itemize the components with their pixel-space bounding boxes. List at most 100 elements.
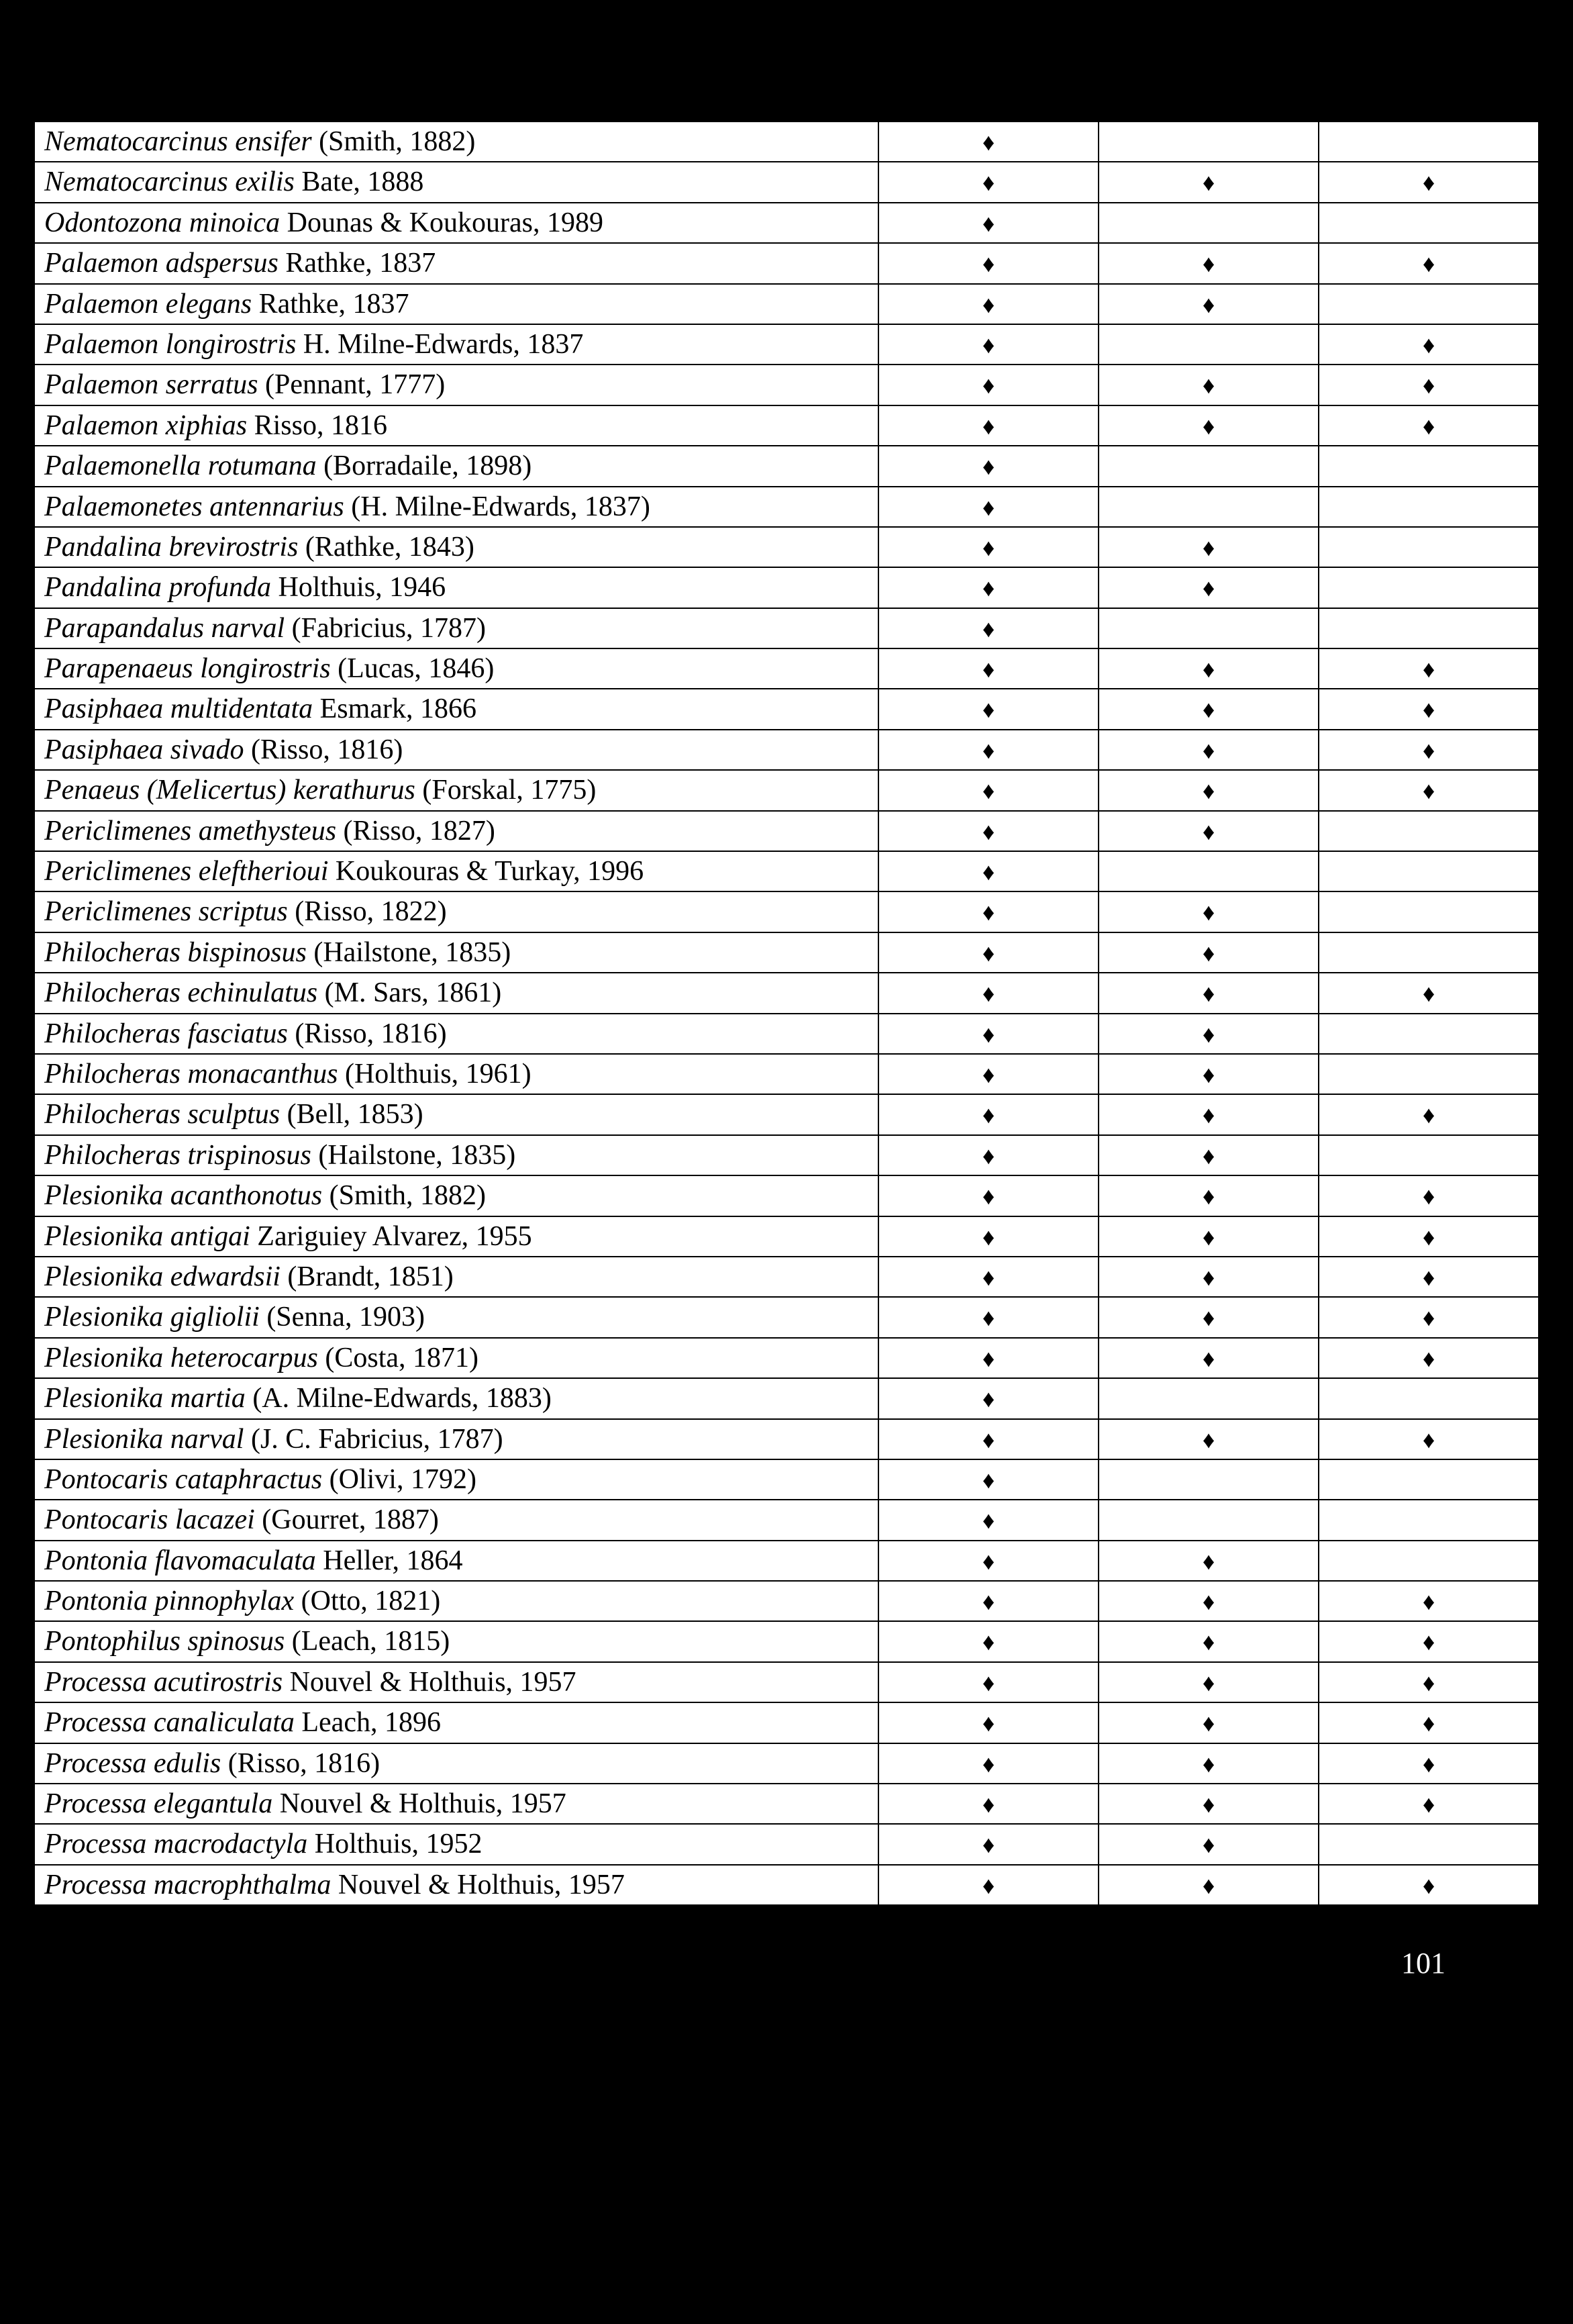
table-row: Philocheras bispinosus (Hailstone, 1835)… [34, 932, 1539, 973]
table-row: Processa edulis (Risso, 1816)♦♦♦ [34, 1743, 1539, 1784]
species-authority: (Senna, 1903) [260, 1302, 425, 1333]
diamond-icon: ♦ [982, 696, 995, 723]
diamond-icon: ♦ [982, 1143, 995, 1169]
species-name-cell: Plesionika antigai Zariguiey Alvarez, 19… [34, 1216, 878, 1257]
species-name-cell: Philocheras trispinosus (Hailstone, 1835… [34, 1135, 878, 1175]
species-scientific-name: Processa macrodactyla [44, 1829, 307, 1859]
diamond-icon: ♦ [982, 1304, 995, 1331]
diamond-icon: ♦ [982, 575, 995, 601]
presence-cell-3 [1319, 1459, 1539, 1500]
presence-cell-1: ♦ [878, 648, 1099, 689]
presence-cell-2: ♦ [1099, 1094, 1319, 1134]
species-scientific-name: Nematocarcinus ensifer [44, 126, 312, 157]
presence-cell-3: ♦ [1319, 324, 1539, 365]
diamond-icon: ♦ [982, 1467, 995, 1494]
diamond-icon: ♦ [982, 1345, 995, 1372]
table-row: Palaemonella rotumana (Borradaile, 1898)… [34, 446, 1539, 486]
table-row: Processa elegantula Nouvel & Holthuis, 1… [34, 1784, 1539, 1824]
diamond-icon: ♦ [982, 1710, 995, 1737]
diamond-icon: ♦ [1203, 1751, 1215, 1778]
species-name-cell: Plesionika gigliolii (Senna, 1903) [34, 1297, 878, 1337]
presence-cell-3 [1319, 891, 1539, 932]
species-name-cell: Periclimenes eleftherioui Koukouras & Tu… [34, 851, 878, 891]
species-name-cell: Pontocaris lacazei (Gourret, 1887) [34, 1500, 878, 1540]
presence-cell-1: ♦ [878, 1784, 1099, 1824]
diamond-icon: ♦ [1423, 980, 1435, 1007]
diamond-icon: ♦ [982, 737, 995, 764]
presence-cell-1: ♦ [878, 122, 1099, 162]
diamond-icon: ♦ [1423, 332, 1435, 358]
diamond-icon: ♦ [982, 940, 995, 967]
species-name-cell: Parapenaeus longirostris (Lucas, 1846) [34, 648, 878, 689]
diamond-icon: ♦ [982, 1588, 995, 1615]
presence-cell-1: ♦ [878, 1297, 1099, 1337]
species-scientific-name: Plesionika antigai [44, 1221, 250, 1252]
species-authority: (Risso, 1816) [221, 1748, 380, 1779]
species-authority: (Pennant, 1777) [258, 369, 446, 400]
diamond-icon: ♦ [1203, 534, 1215, 561]
presence-cell-3: ♦ [1319, 1216, 1539, 1257]
diamond-icon: ♦ [982, 777, 995, 804]
diamond-icon: ♦ [982, 250, 995, 277]
diamond-icon: ♦ [982, 1102, 995, 1128]
species-scientific-name: Processa edulis [44, 1748, 221, 1779]
species-scientific-name: Palaemon longirostris [44, 329, 296, 360]
species-authority: (Otto, 1821) [294, 1586, 440, 1616]
presence-cell-2 [1099, 608, 1319, 648]
species-authority: Holthuis, 1952 [307, 1829, 482, 1859]
presence-cell-2: ♦ [1099, 689, 1319, 729]
species-scientific-name: Periclimenes eleftherioui [44, 856, 328, 887]
species-scientific-name: Pandalina profunda [44, 572, 271, 603]
table-row: Pandalina profunda Holthuis, 1946 ♦ ♦ [34, 567, 1539, 608]
presence-cell-3: ♦ [1319, 1784, 1539, 1824]
presence-cell-2: ♦ [1099, 1662, 1319, 1702]
diamond-icon: ♦ [1423, 1629, 1435, 1655]
diamond-icon: ♦ [1423, 1264, 1435, 1291]
presence-cell-1: ♦ [878, 446, 1099, 486]
presence-cell-2 [1099, 487, 1319, 527]
table-row: Pontophilus spinosus (Leach, 1815)♦♦♦ [34, 1621, 1539, 1661]
species-scientific-name: Periclimenes amethysteus [44, 816, 336, 846]
species-scientific-name: Philocheras echinulatus [44, 977, 317, 1008]
presence-cell-2: ♦ [1099, 1338, 1319, 1378]
species-authority: (Hailstone, 1835) [307, 937, 511, 968]
species-authority: Koukouras & Turkay, 1996 [328, 856, 644, 887]
presence-cell-2 [1099, 203, 1319, 243]
species-table: Nematocarcinus ensifer (Smith, 1882)♦Nem… [34, 121, 1539, 1906]
diamond-icon: ♦ [982, 291, 995, 318]
species-authority: Nouvel & Holthuis, 1957 [331, 1870, 625, 1900]
species-scientific-name: Pontocaris cataphractus [44, 1464, 322, 1495]
table-row: Pontocaris lacazei (Gourret, 1887)♦ [34, 1500, 1539, 1540]
diamond-icon: ♦ [1203, 1264, 1215, 1291]
species-name-cell: Processa elegantula Nouvel & Holthuis, 1… [34, 1784, 878, 1824]
presence-cell-1: ♦ [878, 243, 1099, 283]
table-row: Palaemon elegans Rathke, 1837♦♦ [34, 284, 1539, 324]
presence-cell-2 [1099, 122, 1319, 162]
diamond-icon: ♦ [1423, 1426, 1435, 1453]
diamond-icon: ♦ [1203, 1061, 1215, 1088]
species-name-cell: Parapandalus narval (Fabricius, 1787) [34, 608, 878, 648]
table-row: Periclimenes scriptus (Risso, 1822)♦♦ [34, 891, 1539, 932]
presence-cell-2: ♦ [1099, 284, 1319, 324]
diamond-icon: ♦ [1203, 940, 1215, 967]
species-name-cell: Processa macrophthalma Nouvel & Holthuis… [34, 1865, 878, 1905]
presence-cell-2: ♦ [1099, 1541, 1319, 1581]
presence-cell-3 [1319, 1541, 1539, 1581]
species-name-cell: Pandalina profunda Holthuis, 1946 [34, 567, 878, 608]
species-scientific-name: Plesionika acanthonotus [44, 1180, 322, 1211]
species-scientific-name: Palaemon serratus [44, 369, 258, 400]
species-name-cell: Philocheras fasciatus (Risso, 1816) [34, 1014, 878, 1054]
diamond-icon: ♦ [982, 1061, 995, 1088]
diamond-icon: ♦ [982, 1791, 995, 1818]
species-authority: (Rathke, 1843) [298, 532, 474, 563]
diamond-icon: ♦ [982, 1264, 995, 1291]
table-row: Pontonia flavomaculata Heller, 1864♦♦ [34, 1541, 1539, 1581]
table-row: Plesionika martia (A. Milne-Edwards, 188… [34, 1378, 1539, 1418]
presence-cell-2: ♦ [1099, 567, 1319, 608]
species-scientific-name: Processa canaliculata [44, 1707, 295, 1738]
presence-cell-3: ♦ [1319, 1621, 1539, 1661]
diamond-icon: ♦ [1423, 1791, 1435, 1818]
presence-cell-3: ♦ [1319, 1297, 1539, 1337]
presence-cell-3 [1319, 203, 1539, 243]
species-authority: (Smith, 1882) [322, 1180, 486, 1211]
